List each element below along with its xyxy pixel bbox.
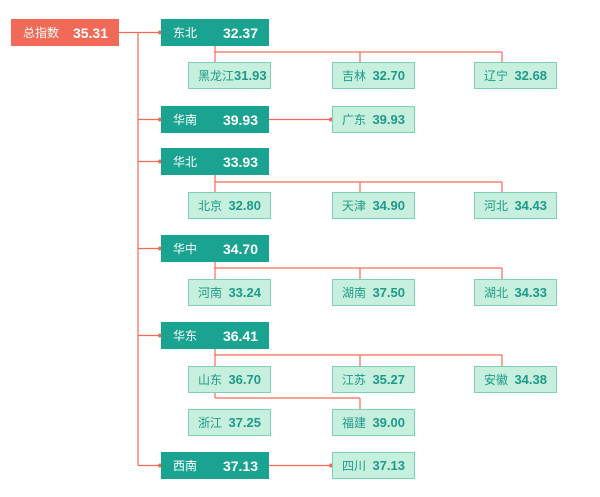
province-value: 31.93 — [234, 68, 267, 83]
province-value: 33.24 — [228, 285, 261, 300]
region-node-huadong: 华东 36.41 — [161, 322, 269, 349]
province-value: 39.00 — [372, 415, 405, 430]
region-node-huazhong: 华中 34.70 — [161, 235, 269, 262]
province-label: 天津 — [342, 199, 367, 213]
province-label: 湖南 — [342, 286, 367, 300]
province-label: 湖北 — [484, 286, 509, 300]
province-node: 天津 34.90 — [332, 192, 415, 219]
region-value: 32.37 — [222, 24, 258, 41]
province-node: 山东 36.70 — [188, 366, 271, 393]
province-label: 安徽 — [484, 373, 509, 387]
province-label: 广东 — [342, 113, 367, 127]
province-label: 辽宁 — [484, 69, 509, 83]
province-value: 35.27 — [372, 372, 405, 387]
province-label: 黑龙江 — [198, 69, 235, 83]
region-value: 37.13 — [222, 457, 258, 474]
region-value: 39.93 — [222, 111, 258, 128]
province-value: 36.70 — [228, 372, 261, 387]
province-value: 37.25 — [228, 415, 261, 430]
province-node: 湖南 37.50 — [332, 279, 415, 306]
root-label: 总指数 — [23, 26, 60, 40]
region-label: 华东 — [173, 329, 198, 343]
province-value: 34.43 — [514, 198, 547, 213]
province-label: 北京 — [198, 199, 223, 213]
province-node: 黑龙江 31.93 — [188, 62, 271, 89]
province-node: 浙江 37.25 — [188, 409, 271, 436]
province-value: 32.68 — [514, 68, 547, 83]
province-node: 广东 39.93 — [332, 106, 415, 133]
province-value: 37.13 — [372, 458, 405, 473]
province-node: 湖北 34.33 — [474, 279, 557, 306]
province-label: 河南 — [198, 286, 223, 300]
root-node: 总指数 35.31 — [11, 19, 119, 46]
region-value: 34.70 — [222, 240, 258, 257]
province-node: 吉林 32.70 — [332, 62, 415, 89]
province-value: 32.70 — [372, 68, 405, 83]
province-label: 江苏 — [342, 373, 367, 387]
province-node: 福建 39.00 — [332, 409, 415, 436]
province-label: 吉林 — [342, 69, 367, 83]
province-label: 河北 — [484, 199, 509, 213]
region-value: 36.41 — [222, 327, 258, 344]
region-node-xinan: 西南 37.13 — [161, 452, 269, 479]
province-node: 北京 32.80 — [188, 192, 271, 219]
region-label: 西南 — [173, 459, 198, 473]
province-node: 辽宁 32.68 — [474, 62, 557, 89]
region-label: 华北 — [173, 155, 198, 169]
province-label: 福建 — [342, 416, 367, 430]
province-label: 浙江 — [198, 416, 223, 430]
province-node: 江苏 35.27 — [332, 366, 415, 393]
province-value: 32.80 — [228, 198, 261, 213]
region-node-huabei: 华北 33.93 — [161, 148, 269, 175]
province-value: 39.93 — [372, 112, 405, 127]
province-value: 34.33 — [514, 285, 547, 300]
region-label: 华南 — [173, 113, 198, 127]
province-node: 河南 33.24 — [188, 279, 271, 306]
region-node-huanan: 华南 39.93 — [161, 106, 269, 133]
province-value: 37.50 — [372, 285, 405, 300]
province-value: 34.90 — [372, 198, 405, 213]
province-node: 安徽 34.38 — [474, 366, 557, 393]
region-label: 华中 — [173, 242, 198, 256]
region-value: 33.93 — [222, 153, 258, 170]
province-node: 四川 37.13 — [332, 452, 415, 479]
province-label: 四川 — [342, 459, 367, 473]
root-value: 35.31 — [72, 24, 108, 41]
province-value: 34.38 — [514, 372, 547, 387]
region-label: 东北 — [173, 26, 198, 40]
province-label: 山东 — [198, 373, 223, 387]
province-node: 河北 34.43 — [474, 192, 557, 219]
region-node-dongbei: 东北 32.37 — [161, 19, 269, 46]
